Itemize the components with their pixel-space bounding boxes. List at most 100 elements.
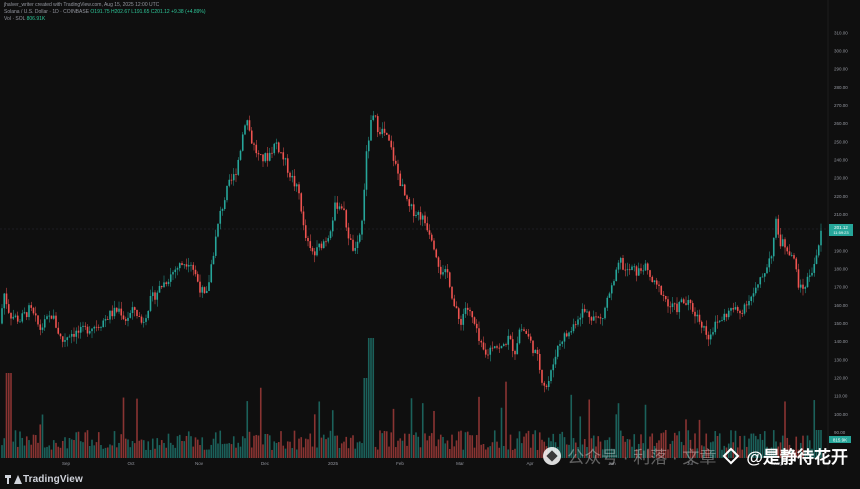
volume-bar — [419, 447, 422, 458]
candle-body — [237, 159, 240, 175]
volume-bar — [597, 436, 600, 458]
volume-bar — [622, 436, 624, 458]
candle-body — [552, 364, 555, 371]
volume-bar — [322, 434, 325, 458]
candle-body — [3, 293, 6, 309]
y-tick-label: 150.00 — [834, 321, 848, 326]
volume-bar — [374, 446, 377, 458]
volume-bar — [815, 430, 818, 458]
candle-body — [129, 313, 132, 318]
candle-body — [394, 160, 397, 164]
candle-body — [318, 243, 321, 248]
volume-bar — [176, 436, 179, 458]
attribution: jhalver_writer created with TradingView.… — [4, 2, 160, 8]
x-tick-label: Dec — [261, 461, 270, 466]
candle-body — [559, 343, 561, 346]
volume-bar — [487, 447, 489, 458]
y-tick-label: 90.00 — [834, 430, 846, 435]
candle-body — [489, 347, 492, 355]
candle-body — [5, 293, 8, 305]
volume-bar — [478, 396, 480, 458]
watermark: 公众号 · 利落 · 文章 @是静待花开 — [543, 443, 848, 468]
volume-bar — [559, 433, 561, 458]
volume-bar — [741, 449, 744, 458]
volume-bar — [86, 430, 89, 458]
candle-body — [462, 313, 465, 325]
volume-bar — [570, 394, 573, 458]
candle-body — [820, 230, 822, 246]
candle-body — [77, 330, 80, 333]
candle-body — [19, 321, 21, 323]
tradingview-logo[interactable]: TradingView — [5, 474, 83, 485]
volume-bar — [142, 440, 145, 458]
volume-bar — [23, 445, 26, 458]
y-tick-label: 110.00 — [834, 394, 848, 399]
volume-bar — [653, 445, 656, 458]
candle-body — [300, 193, 303, 212]
volume-bar — [338, 447, 341, 458]
price-axis: 310.00 300.00 290.00 280.00 270.00 260.00 250.… — [834, 30, 848, 453]
volume-bar — [651, 433, 654, 458]
volume-legend[interactable]: Vol · SOL 806.91K — [4, 16, 206, 23]
volume-bar — [793, 449, 795, 458]
volume-bar — [626, 439, 629, 458]
volume-bar — [140, 439, 143, 458]
candle-body — [370, 119, 372, 141]
candle-body — [178, 263, 181, 269]
candle-body — [748, 300, 750, 306]
volume-bar — [358, 441, 361, 458]
candle-body — [172, 272, 174, 275]
candle-body — [565, 333, 568, 337]
volume-bar — [212, 438, 215, 458]
volume-bar — [309, 433, 312, 458]
volume-bar — [457, 431, 460, 458]
candle-body — [784, 239, 786, 248]
candle-body — [408, 199, 411, 207]
y-tick-label: 260.00 — [834, 121, 848, 126]
volume-bar — [181, 440, 183, 458]
symbol-title[interactable]: Solana / U.S. Dollar · 1D · COINBASE — [4, 9, 90, 15]
candle-body — [57, 327, 60, 334]
volume-bar — [255, 434, 258, 458]
volume-bar — [673, 432, 676, 458]
volume-bar — [460, 430, 462, 458]
volume-bar — [394, 447, 397, 458]
volume-bar — [79, 441, 82, 458]
volume-bar — [388, 446, 390, 458]
bar-countdown: 11:59:23 — [833, 230, 849, 235]
candle-body — [14, 315, 17, 317]
volume-bar — [730, 430, 732, 458]
volume-bar — [217, 443, 219, 458]
volume-bar — [120, 434, 123, 458]
candle-body — [664, 295, 667, 300]
candle-body — [406, 195, 408, 200]
volume-bar — [509, 434, 512, 458]
volume-bar — [291, 448, 294, 458]
y-tick-label: 230.00 — [834, 176, 848, 181]
volume-bar — [633, 434, 636, 458]
candle-body — [599, 317, 602, 319]
candle-body — [757, 284, 759, 288]
candle-body — [759, 277, 762, 285]
volume-bar — [259, 387, 262, 458]
candle-body — [491, 347, 494, 349]
candle-body — [241, 134, 244, 151]
volume-bar — [802, 435, 804, 458]
volume-bar — [768, 448, 771, 458]
candle-body — [250, 130, 253, 144]
volume-bar — [138, 440, 141, 458]
candle-body — [25, 312, 28, 318]
candle-body — [430, 234, 433, 241]
candle-body — [743, 304, 746, 314]
candle-body — [568, 332, 570, 337]
y-tick-label: 140.00 — [834, 339, 848, 344]
volume-bar — [538, 432, 541, 458]
candle-body — [374, 115, 377, 117]
candle-body — [367, 140, 370, 152]
volume-bar — [48, 445, 51, 458]
volume-bar — [210, 444, 213, 458]
volume-bar — [232, 436, 235, 458]
candle-body — [228, 179, 231, 186]
candle-body — [613, 281, 615, 286]
